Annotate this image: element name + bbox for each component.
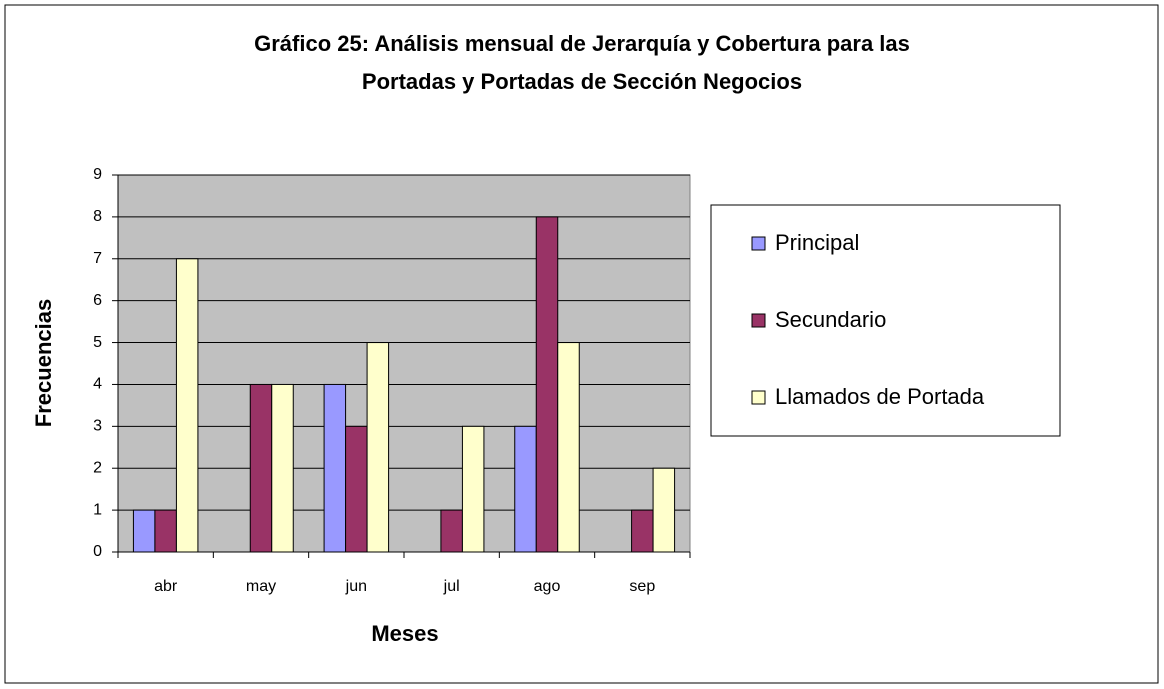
y-tick-label: 0 [93, 543, 102, 560]
chart-title: Gráfico 25: Análisis mensual de Jerarquí… [254, 31, 910, 56]
y-tick-label: 6 [93, 292, 102, 309]
chart-title: Portadas y Portadas de Sección Negocios [362, 69, 802, 94]
x-tick-label: jul [443, 578, 460, 595]
y-tick-label: 3 [93, 418, 102, 435]
x-tick-label: abr [154, 578, 178, 595]
bar [154, 509, 177, 553]
legend-swatch [751, 390, 766, 405]
y-tick-label: 2 [93, 459, 102, 476]
legend-label: Principal [775, 230, 859, 255]
y-tick-label: 1 [93, 501, 102, 518]
y-tick-label: 4 [93, 376, 102, 393]
y-axis-label: Frecuencias [31, 299, 56, 427]
plot-area [117, 174, 691, 553]
bar [175, 258, 199, 553]
y-tick-label: 9 [93, 166, 102, 183]
x-tick-label: may [246, 578, 276, 595]
legend-label: Secundario [775, 307, 886, 332]
bar [366, 342, 390, 553]
x-axis-label: Meses [371, 621, 438, 646]
bar [440, 509, 463, 553]
bar [557, 342, 580, 553]
x-tick-label: jun [345, 578, 367, 595]
x-tick-label: ago [534, 578, 561, 595]
legend-swatch [751, 313, 766, 328]
bar [345, 425, 368, 553]
bar [132, 509, 156, 553]
x-tick-label: sep [629, 578, 655, 595]
legend-swatch [751, 236, 766, 251]
bar [249, 383, 273, 553]
y-tick-label: 5 [93, 334, 102, 351]
bar [631, 509, 654, 553]
y-tick-label: 7 [93, 250, 102, 267]
bar [652, 467, 676, 553]
bar [271, 383, 294, 553]
legend-label: Llamados de Portada [775, 384, 985, 409]
bar [323, 383, 347, 553]
bar [535, 216, 559, 553]
legend [710, 204, 1061, 437]
bar [461, 425, 485, 553]
bar [514, 425, 537, 553]
y-tick-label: 8 [93, 208, 102, 225]
